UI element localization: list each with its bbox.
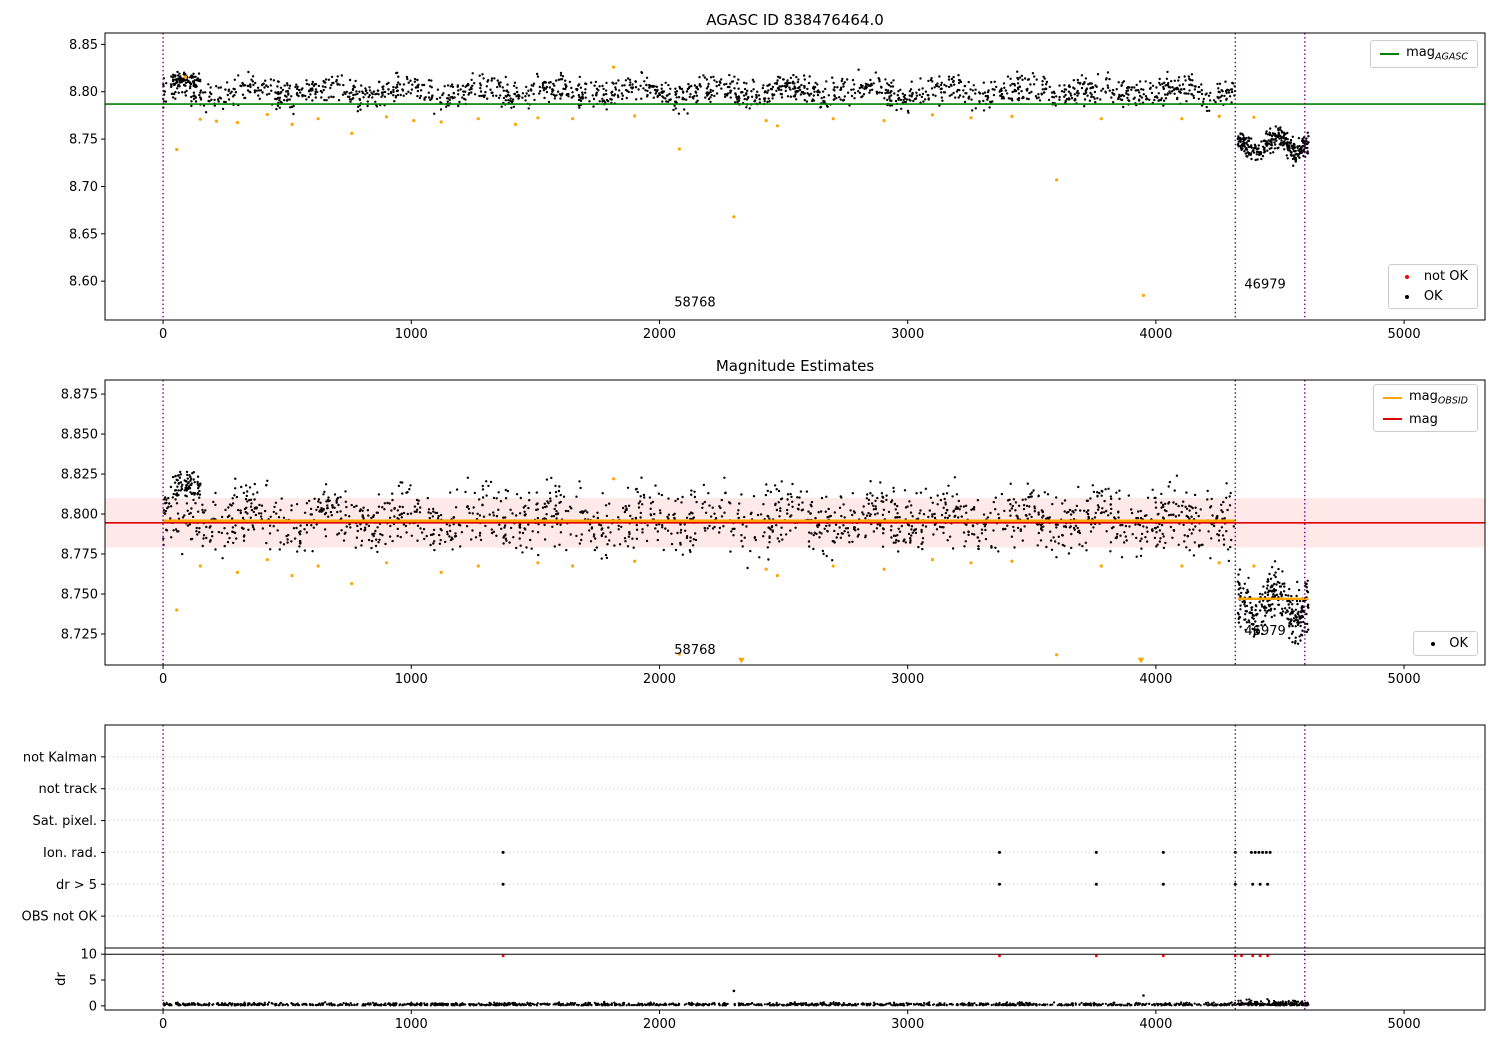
x-tick-label: 5000 (1388, 1017, 1421, 1032)
legend-entry-mag: mag (1382, 411, 1468, 427)
clipped-outlier-marker (738, 657, 745, 664)
x-tick-label: 1000 (395, 327, 428, 342)
y-tick-label: 8.60 (69, 275, 98, 290)
x-tick-label: 0 (159, 672, 167, 687)
x-tick-label: 3000 (891, 1017, 924, 1032)
plot1-legend-lines: magAGASC (1370, 40, 1478, 68)
flag-hit-points (501, 850, 1272, 886)
outlier-points (175, 477, 1256, 664)
flag-category-label: not Kalman (23, 750, 97, 765)
y-tick-label: 8.725 (61, 627, 98, 642)
legend-marker-wrap (1398, 269, 1417, 284)
obsid-label: 46979 (1244, 278, 1285, 293)
x-tick-label: 2000 (643, 327, 676, 342)
ok-scatter-points (162, 68, 1310, 167)
x-tick-label: 2000 (643, 672, 676, 687)
legend-line-swatch (1380, 52, 1400, 55)
axes-frame (104, 32, 1486, 321)
y-tick-label: 8.800 (61, 508, 98, 523)
y-tick-label: 8.65 (69, 227, 98, 242)
legend-dot-swatch (1430, 641, 1435, 646)
y-tick-label: 8.825 (61, 468, 98, 483)
x-tick-label: 1000 (395, 672, 428, 687)
quality-flags-plot: not Kalman not track Sat. pixel. Ion. rad. d… (22, 724, 1486, 1032)
x-tick-label: 5000 (1388, 672, 1421, 687)
legend-entry-mag-agasc: magAGASC (1380, 45, 1468, 63)
x-tick-label: 4000 (1139, 1017, 1172, 1032)
legend-entry-mag-obsid: magOBSID (1382, 389, 1468, 407)
dr-axis-label: dr (54, 972, 69, 986)
outlier-points (175, 65, 1256, 297)
dr-not-ok-points (501, 954, 1269, 958)
flag-category-label: dr > 5 (56, 878, 97, 893)
legend-marker-wrap (1398, 289, 1417, 304)
x-tick-label: 3000 (891, 672, 924, 687)
plot2-title: Magnitude Estimates (715, 357, 875, 375)
legend-label: magAGASC (1406, 45, 1468, 63)
obsid-label: 58768 (674, 296, 715, 311)
x-tick-label: 4000 (1139, 327, 1172, 342)
flag-category-label: Ion. rad. (43, 846, 97, 861)
x-tick-label: 4000 (1139, 672, 1172, 687)
plot1-title: AGASC ID 838476464.0 (706, 11, 884, 29)
x-tick-label: 1000 (395, 1017, 428, 1032)
y-tick-label: 8.850 (61, 428, 98, 443)
legend-label: mag (1408, 411, 1438, 427)
legend-line-swatch (1382, 396, 1402, 399)
legend-line-swatch (1382, 418, 1402, 421)
flag-category-label: OBS not OK (22, 910, 98, 925)
x-tick-label: 0 (159, 1017, 167, 1032)
legend-dot-swatch (1405, 274, 1410, 279)
y-tick-label: 8.875 (61, 388, 98, 403)
y-tick-label: 8.750 (61, 587, 98, 602)
dr-axes-frame (104, 947, 1486, 1011)
y-tick-label: 8.70 (69, 180, 98, 195)
plot2-legend-lines: magOBSID mag (1372, 384, 1478, 432)
x-tick-label: 3000 (891, 327, 924, 342)
legend-label: not OK (1423, 269, 1468, 284)
dr-tick-label: 5 (89, 974, 97, 989)
magnitude-estimates-plot: 0 1000 2000 3000 4000 5000 8.875 8.850 8.825 8.80… (61, 379, 1486, 687)
agasc-mag-plot: 0 1000 2000 3000 4000 5000 8.85 8.80 8.75 8.70 8.6… (69, 32, 1486, 342)
plot1-legend-points: not OK OK (1387, 264, 1478, 309)
obsid-label: 46979 (1244, 624, 1285, 639)
flag-category-label: Sat. pixel. (33, 814, 97, 829)
legend-entry-not-ok: not OK (1398, 269, 1468, 284)
dr-tick-label: 10 (80, 948, 97, 963)
legend-entry-ok: OK (1423, 636, 1468, 651)
y-tick-label: 8.75 (69, 133, 98, 148)
legend-marker-wrap (1423, 636, 1442, 651)
legend-label: OK (1423, 289, 1443, 304)
dr-tick-label: 0 (89, 999, 97, 1014)
axes-frame (104, 379, 1486, 666)
legend-entry-ok: OK (1398, 289, 1468, 304)
obsid-label: 58768 (674, 643, 715, 658)
legend-label: OK (1449, 636, 1468, 651)
plot2-legend-points: OK (1413, 631, 1478, 656)
y-tick-label: 8.85 (69, 38, 98, 53)
x-tick-label: 2000 (643, 1017, 676, 1032)
ok-scatter-points (162, 470, 1310, 645)
y-tick-label: 8.80 (69, 85, 98, 100)
clipped-outlier-marker (1137, 657, 1145, 664)
flags-axes-frame (104, 724, 1486, 949)
y-tick-label: 8.775 (61, 548, 98, 563)
legend-dot-swatch (1405, 294, 1410, 299)
dr-scatter-points (162, 989, 1310, 1007)
x-tick-label: 0 (159, 327, 167, 342)
flag-category-label: not track (38, 782, 97, 797)
x-tick-label: 5000 (1388, 327, 1421, 342)
legend-label: magOBSID (1408, 389, 1468, 407)
